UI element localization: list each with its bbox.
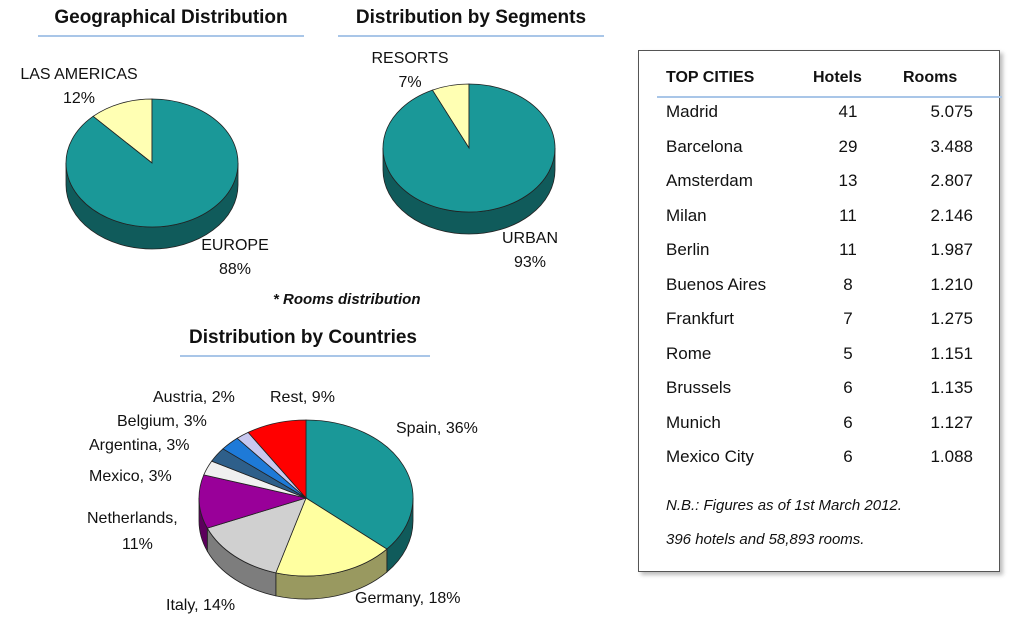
city-cell: Brussels [666, 378, 732, 397]
geo-slice-las-americas [92, 98, 153, 164]
table-row: Frankfurt 7 1.275 [639, 309, 1001, 343]
geo-label-europe: EUROPE 88% [195, 234, 275, 282]
segment-label-urban: URBAN 93% [490, 227, 570, 275]
table-row: Buenos Aires 8 1.210 [639, 275, 1001, 309]
country-label-belgium: Belgium, 3% [117, 413, 207, 430]
segment-chart-title: Distribution by Segments [355, 7, 587, 28]
geo-label-europe-name: EUROPE [201, 237, 269, 254]
segment-label-urban-name: URBAN [501, 230, 558, 247]
countries-slice-italy [206, 497, 307, 574]
hotels-cell: 11 [839, 240, 857, 259]
city-cell: Rome [666, 343, 712, 363]
country-label-mexico: Mexico, 3% [89, 468, 172, 485]
hotels-cell: 29 [838, 136, 858, 156]
hotels-cell: 8 [843, 274, 853, 294]
header-rooms: Rooms [903, 69, 958, 86]
city-cell: Frankfurt [666, 309, 735, 328]
rooms-cell: 1.275 [930, 309, 973, 328]
rooms-cell: 2.146 [930, 205, 973, 225]
country-label-netherlands: Netherlands, [87, 510, 178, 527]
geo-pie [65, 98, 239, 250]
table-note-date: N.B.: Figures as of 1st March 2012. [666, 497, 902, 514]
geo-label-europe-pct: 88% [218, 261, 252, 278]
hotels-cell: 7 [843, 309, 853, 328]
header-hotels: Hotels [813, 69, 862, 86]
rooms-cell: 2.807 [930, 171, 973, 190]
city-cell: Berlin [666, 240, 710, 259]
rooms-cell: 1.127 [930, 412, 973, 432]
rooms-cell: 1.151 [930, 343, 973, 363]
city-cell: Buenos Aires [666, 274, 767, 294]
rooms-cell: 1.135 [930, 378, 973, 397]
table-row: Munich 6 1.127 [639, 413, 1001, 447]
rooms-cell: 3.488 [930, 136, 973, 156]
countries-title-underline [180, 355, 430, 357]
table-header-divider [657, 96, 1002, 98]
countries-chart-title: Distribution by Countries [189, 327, 417, 348]
city-cell: Barcelona [666, 136, 743, 156]
country-label-italy: Italy, 14% [166, 597, 236, 614]
country-label-netherlands-pct: 11% [122, 536, 153, 553]
table-row: Rome 5 1.151 [639, 344, 1001, 378]
table-row: Amsterdam 13 2.807 [639, 171, 1001, 205]
table-note-totals: 396 hotels and 58,893 rooms. [666, 531, 865, 548]
geo-label-las-americas-name: LAS AMERICAS [20, 66, 138, 83]
hotels-cell: 6 [843, 447, 853, 466]
header-top-cities: TOP CITIES [666, 69, 755, 86]
country-label-argentina: Argentina, 3% [89, 437, 190, 454]
top-cities-table: TOP CITIES Hotels Rooms Madrid 41 5.075 Bar… [638, 50, 1002, 572]
city-cell: Milan [666, 205, 707, 225]
segment-pie [382, 83, 556, 235]
hotels-cell: 13 [838, 171, 858, 190]
rooms-cell: 5.075 [930, 102, 973, 121]
table-row: Brussels 6 1.135 [639, 378, 1001, 412]
rooms-cell: 1.088 [930, 447, 973, 466]
geo-label-las-americas-pct: 12% [62, 90, 96, 107]
rooms-cell: 1.987 [930, 240, 973, 259]
rooms-cell: 1.210 [930, 274, 973, 294]
city-cell: Amsterdam [666, 171, 753, 190]
geo-slice-europe [65, 98, 239, 228]
countries-slice-germany [275, 497, 388, 577]
city-cell: Munich [666, 412, 721, 432]
segment-label-resorts-pct: 7% [398, 74, 422, 91]
segment-slice-urban [382, 83, 556, 213]
hotels-cell: 11 [839, 205, 857, 225]
hotels-cell: 5 [843, 343, 853, 363]
city-cell: Mexico City [666, 447, 754, 466]
country-label-spain: Spain, 36% [396, 420, 478, 437]
city-cell: Madrid [666, 102, 718, 121]
geo-chart-title: Geographical Distribution [54, 7, 288, 28]
table-row: Berlin 11 1.987 [639, 240, 1001, 274]
geo-label-las-americas: LAS AMERICAS 12% [14, 63, 144, 111]
segment-label-urban-pct: 93% [513, 254, 547, 271]
segment-label-resorts-name: RESORTS [371, 50, 449, 67]
country-label-rest: Rest, 9% [270, 389, 335, 406]
table-row: Barcelona 29 3.488 [639, 137, 1001, 171]
countries-slice-rest [247, 419, 307, 500]
segment-title-underline [338, 35, 604, 37]
hotels-cell: 6 [843, 412, 853, 432]
rooms-distribution-note: * Rooms distribution [273, 291, 421, 308]
hotels-cell: 41 [838, 102, 858, 121]
countries-slice-netherlands [198, 474, 308, 529]
segment-label-resorts: RESORTS 7% [362, 47, 458, 95]
table-row: Mexico City 6 1.088 [639, 447, 1001, 481]
geo-title-underline [38, 35, 304, 37]
countries-slice-spain [305, 419, 414, 550]
country-label-germany: Germany, 18% [355, 590, 461, 607]
countries-pie [198, 419, 414, 600]
table-row: Milan 11 2.146 [639, 206, 1001, 240]
hotels-cell: 6 [843, 378, 853, 397]
country-label-austria: Austria, 2% [153, 389, 235, 406]
table-row: Madrid 41 5.075 [639, 102, 1001, 136]
